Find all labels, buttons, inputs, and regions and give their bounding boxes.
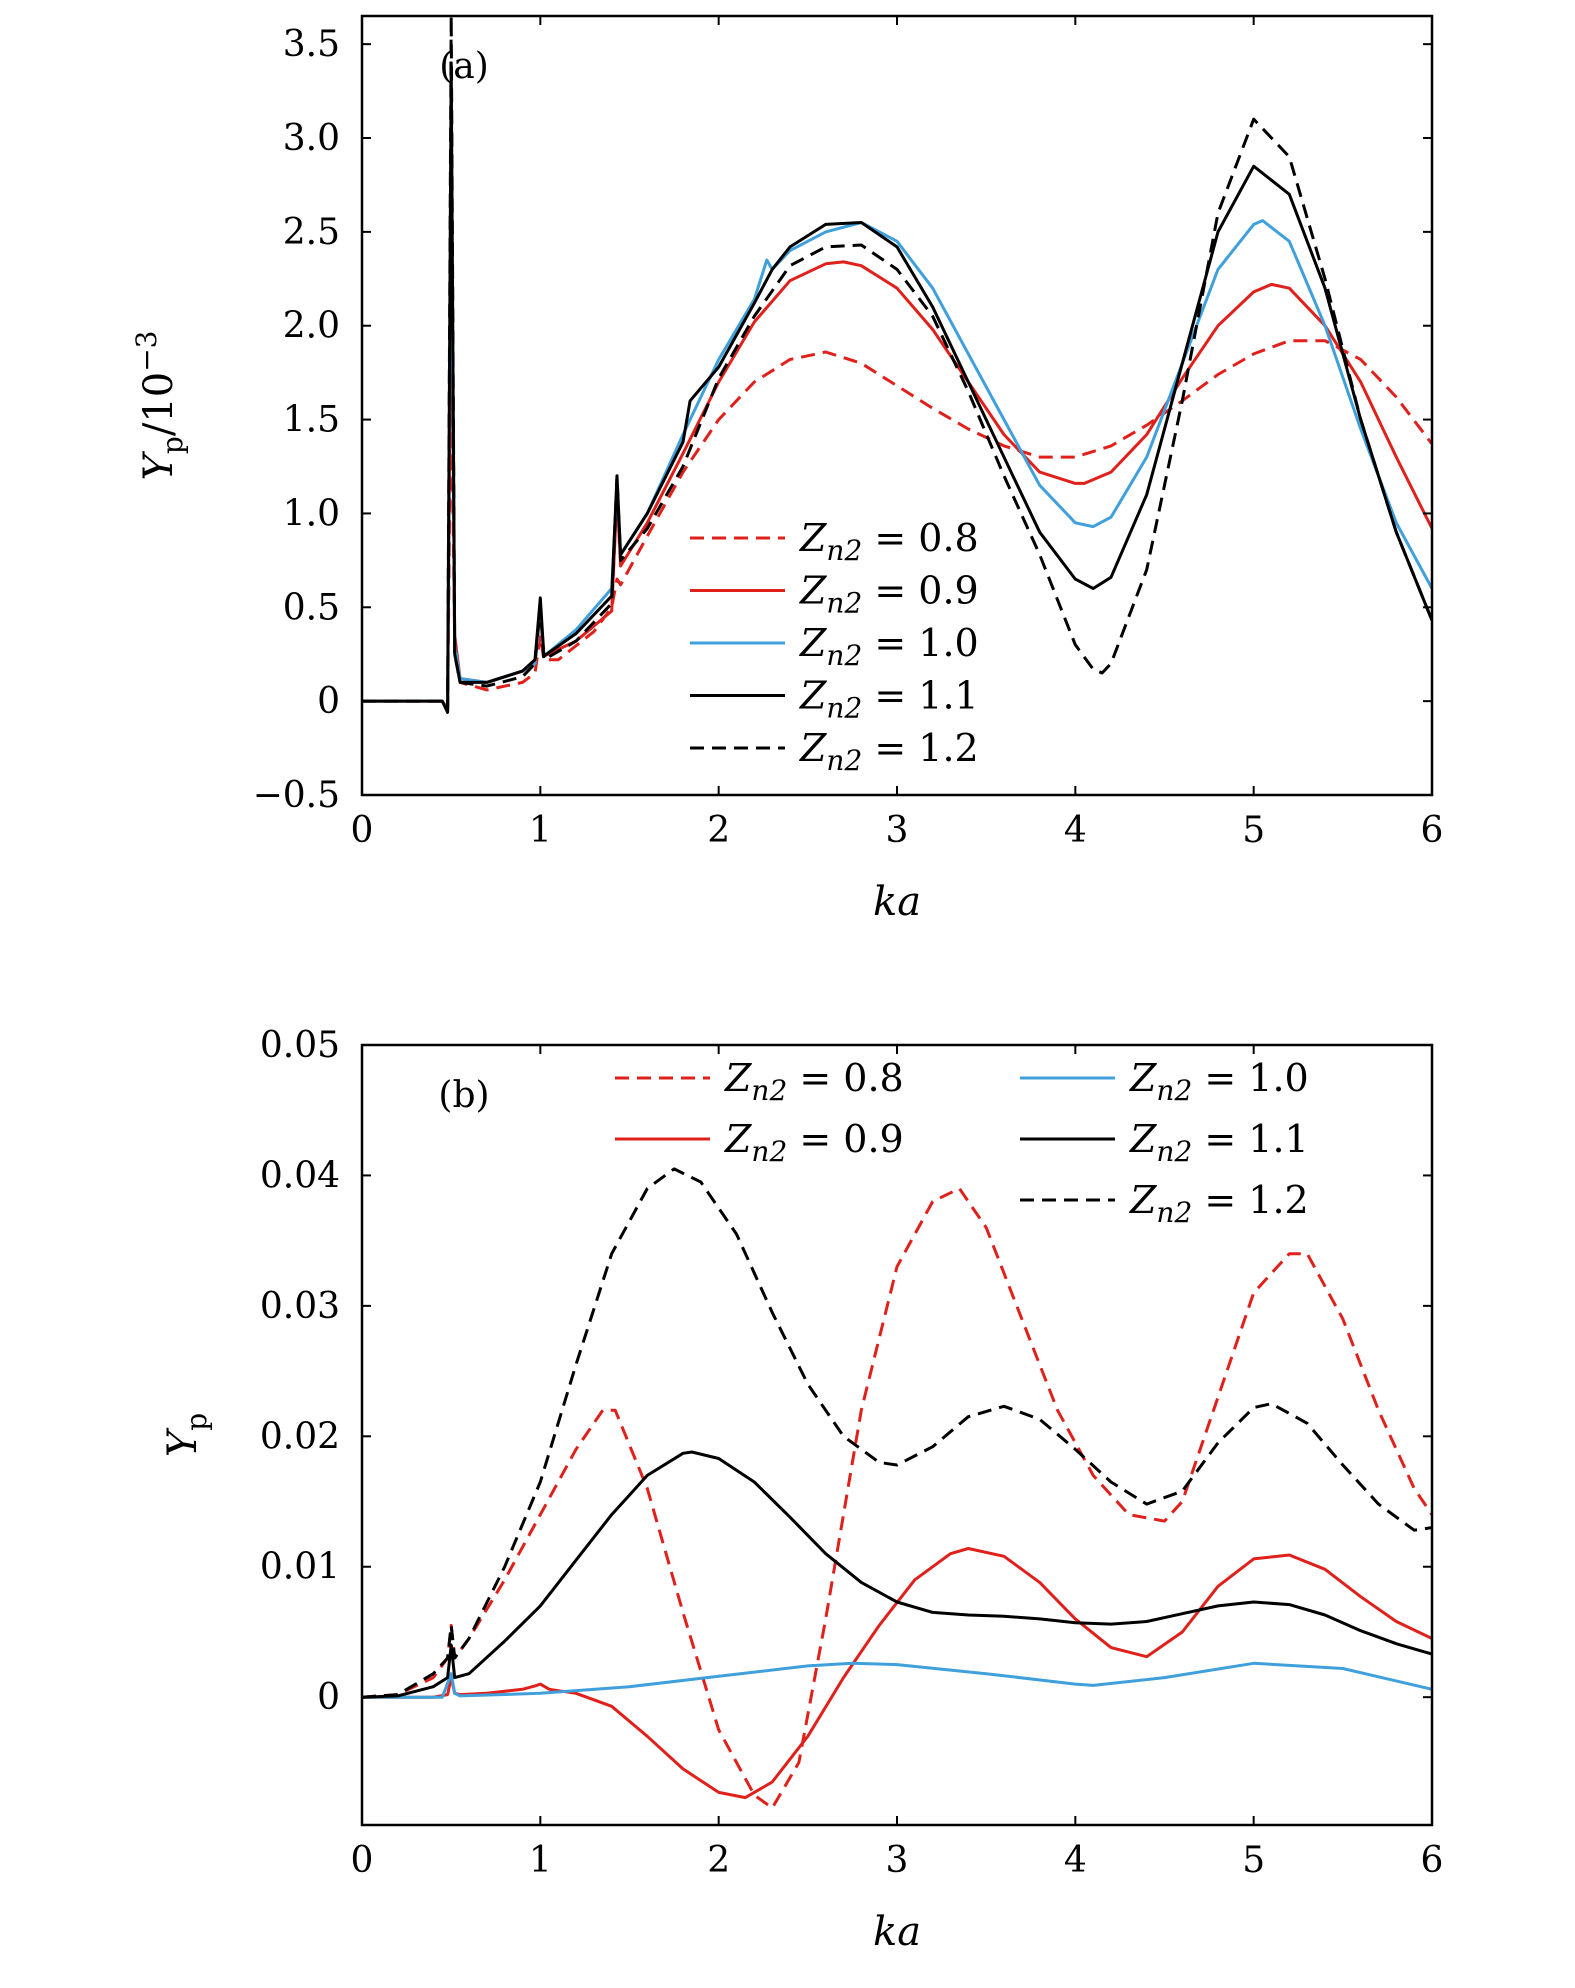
legend-entry: Zn2 = 1.1 <box>799 674 979 725</box>
y-tick-label: 0.01 <box>260 1547 340 1588</box>
legend-entry-sub: n2 <box>826 534 862 567</box>
series-line-3 <box>362 61 1432 714</box>
x-tick-label: 6 <box>1421 810 1444 851</box>
y-tick-label: 1.5 <box>283 400 340 441</box>
legend-entry-sub: n2 <box>826 639 862 672</box>
legend-entry: Zn2 = 0.9 <box>724 1117 904 1168</box>
panel-label: (b) <box>438 1075 489 1116</box>
x-tick-label: 5 <box>1242 1840 1265 1881</box>
y-axis-label: Yp/10−3 <box>130 331 189 481</box>
legend-entry-symbol: Z <box>1129 1178 1157 1222</box>
y-tick-label: 0.05 <box>260 1025 340 1066</box>
legend-entry-value: = 0.8 <box>787 1056 903 1100</box>
legend-entry-symbol: Z <box>799 621 827 665</box>
x-tick-label: 3 <box>886 1840 909 1881</box>
series-group <box>362 16 1432 714</box>
y-axis-label-sup: −3 <box>130 331 163 372</box>
legend-entry: Zn2 = 1.2 <box>1129 1178 1309 1229</box>
series-line-0 <box>362 1187 1432 1810</box>
y-tick-label: 1.0 <box>283 493 340 534</box>
legend-entry-symbol: Z <box>724 1117 752 1161</box>
legend-entry-symbol: Z <box>1129 1117 1157 1161</box>
legend-entry: Zn2 = 1.0 <box>799 621 979 672</box>
legend-entry-value: = 0.9 <box>862 569 978 613</box>
legend-entry-symbol: Z <box>724 1056 752 1100</box>
x-tick-label: 0 <box>351 810 374 851</box>
y-axis-label-main: Y <box>136 451 182 481</box>
legend-entry-value: = 1.2 <box>862 726 978 770</box>
legend-entry-sub: n2 <box>826 692 862 725</box>
x-tick-label: 2 <box>707 810 730 851</box>
x-tick-label: 4 <box>1064 1840 1087 1881</box>
legend-entry-value: = 0.9 <box>787 1117 903 1161</box>
series-line-2 <box>362 1661 1432 1699</box>
series-group <box>362 1167 1432 1810</box>
legend-entry-symbol: Z <box>1129 1056 1157 1100</box>
panel-label: (a) <box>439 46 489 87</box>
series-line-0 <box>362 339 1432 711</box>
x-tick-label: 5 <box>1242 810 1265 851</box>
series-line-3 <box>362 1450 1432 1699</box>
x-axis-label: ka <box>873 879 921 925</box>
y-tick-label: 3.5 <box>283 24 340 65</box>
series-line-4 <box>362 1167 1432 1699</box>
legend-entry-sub: n2 <box>1156 1074 1192 1107</box>
y-tick-label: 2.5 <box>283 212 340 253</box>
legend-entry-value: = 1.1 <box>1192 1117 1308 1161</box>
x-tick-label: 3 <box>886 810 909 851</box>
legend-entry-symbol: Z <box>799 569 827 613</box>
y-axis-label-rest: /10 <box>136 372 182 436</box>
y-tick-label: 0.03 <box>260 1286 340 1327</box>
y-tick-label: 0.5 <box>283 587 340 628</box>
chart-panel-a: 0 1 2 3 4 5 6 −0.5 0 0.5 1.0 1.5 2.0 2.5 3.0 3.5 (a) ka Yp… <box>130 14 1444 925</box>
legend-entry-symbol: Z <box>799 516 827 560</box>
y-tick-label: 0 <box>317 1677 340 1718</box>
chart-panel-b: 0 1 2 3 4 5 6 0 0.01 0.02 0.03 0.04 0.05 (b) ka Yp Zn2 =… <box>160 1025 1443 1955</box>
x-tick-label: 0 <box>351 1840 374 1881</box>
y-axis-label-sub: p <box>156 436 189 454</box>
x-tick-label: 1 <box>529 1840 552 1881</box>
x-tick-label: 6 <box>1421 1840 1444 1881</box>
y-tick-label: 2.0 <box>283 306 340 347</box>
legend-entry-sub: n2 <box>826 744 862 777</box>
legend-entry-value: = 0.8 <box>862 516 978 560</box>
y-axis-label-main: Y <box>160 1427 206 1457</box>
series-line-4 <box>362 16 1432 712</box>
legend-entry: Zn2 = 0.8 <box>799 516 979 567</box>
legend-entry-sub: n2 <box>1156 1135 1192 1168</box>
legend-entry: Zn2 = 1.1 <box>1129 1117 1309 1168</box>
x-axis-label: ka <box>873 1909 921 1955</box>
y-axis-label: Yp <box>160 1413 213 1457</box>
legend-entry-symbol: Z <box>799 674 827 718</box>
legend-entry-value: = 1.2 <box>1192 1178 1308 1222</box>
legend-entry: Zn2 = 0.9 <box>799 569 979 620</box>
legend-entry-value: = 1.0 <box>862 621 978 665</box>
legend-entry-symbol: Z <box>799 726 827 770</box>
y-tick-label: −0.5 <box>253 775 340 816</box>
legend-entry-sub: n2 <box>1156 1196 1192 1229</box>
y-tick-label: 0.02 <box>260 1416 340 1457</box>
legend-entry: Zn2 = 1.2 <box>799 726 979 777</box>
legend-entry: Zn2 = 1.0 <box>1129 1056 1309 1107</box>
series-line-1 <box>362 1547 1432 1800</box>
x-tick-label: 1 <box>529 810 552 851</box>
y-tick-label: 0.04 <box>260 1155 340 1196</box>
legend-entry-sub: n2 <box>826 587 862 620</box>
legend-entry: Zn2 = 0.8 <box>724 1056 904 1107</box>
legend-entry-value: = 1.1 <box>862 674 978 718</box>
legend-entry-sub: n2 <box>751 1135 787 1168</box>
y-axis-label-sub: p <box>180 1413 213 1431</box>
legend-entry-value: = 1.0 <box>1192 1056 1308 1100</box>
legend-entry-sub: n2 <box>751 1074 787 1107</box>
y-tick-label: 3.0 <box>283 118 340 159</box>
x-tick-label: 2 <box>707 1840 730 1881</box>
y-tick-label: 0 <box>317 681 340 722</box>
x-tick-label: 4 <box>1064 810 1087 851</box>
plot-frame <box>360 1043 1434 1827</box>
